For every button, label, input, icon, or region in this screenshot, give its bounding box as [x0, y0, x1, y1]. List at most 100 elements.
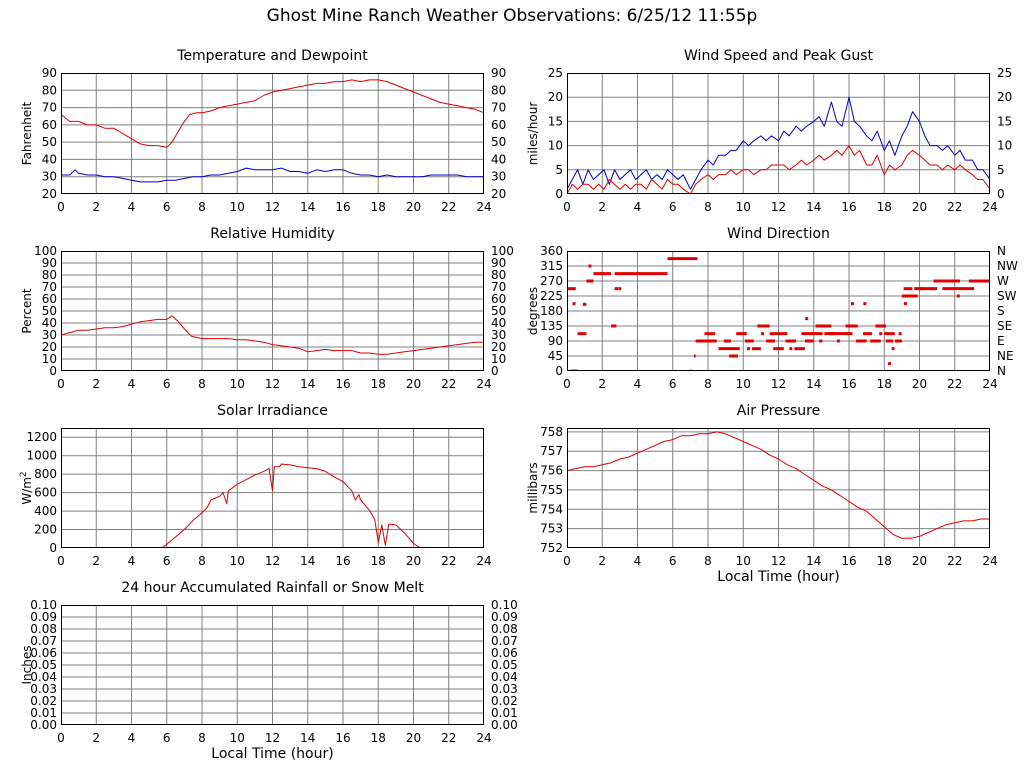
- y-right-tick-label: NW: [997, 259, 1018, 273]
- x-tick-label: 6: [669, 377, 677, 391]
- x-tick-label: 16: [841, 554, 856, 568]
- chart-plot-area: [61, 463, 484, 548]
- y-right-tick-label: 90: [491, 66, 506, 80]
- x-tick-label: 18: [371, 731, 386, 745]
- y-right-tick-label: 20: [491, 187, 506, 201]
- y-tick-label: 80: [42, 83, 57, 97]
- y-axis-label: W/m2: [19, 471, 34, 504]
- direction-point: [699, 339, 703, 343]
- y-tick-label: 1000: [26, 449, 57, 463]
- y-tick-label: 50: [42, 304, 57, 318]
- x-tick-label: 20: [912, 200, 927, 214]
- x-tick-label: 0: [57, 731, 65, 745]
- x-tick-label: 20: [406, 731, 421, 745]
- x-tick-label: 0: [57, 377, 65, 391]
- y-tick-label: 90: [42, 66, 57, 80]
- y-tick-label: 60: [42, 292, 57, 306]
- y-tick-label: 360: [540, 244, 563, 258]
- x-tick-label: 8: [704, 554, 712, 568]
- y-tick-label: 70: [42, 280, 57, 294]
- y-axis-label: miles/hour: [526, 102, 540, 166]
- y-tick-label: 0.02: [30, 694, 57, 708]
- x-tick-label: 22: [441, 200, 456, 214]
- direction-point: [903, 302, 907, 306]
- direction-point: [851, 302, 855, 306]
- direction-point: [819, 339, 823, 343]
- y-tick-label: 10: [42, 352, 57, 366]
- y-tick-label: 0: [49, 541, 57, 555]
- y-tick-label: 135: [540, 319, 563, 333]
- x-tick-label: 2: [92, 377, 100, 391]
- x-tick-label: 4: [128, 554, 136, 568]
- y-tick-label: 0.04: [30, 670, 57, 684]
- y-tick-label: 15: [548, 114, 563, 128]
- x-tick-label: 4: [634, 200, 642, 214]
- y-tick-label: 80: [42, 268, 57, 282]
- x-tick-label: 22: [947, 200, 962, 214]
- direction-point: [836, 339, 840, 343]
- y-right-tick-label: 0: [997, 187, 1005, 201]
- chart-plot-area: [567, 431, 990, 539]
- y-right-tick-label: S: [997, 304, 1005, 318]
- y-tick-label: 180: [540, 304, 563, 318]
- x-axis-label: Local Time (hour): [211, 746, 333, 762]
- plot-frame: [61, 73, 484, 194]
- x-tick-label: 4: [128, 731, 136, 745]
- y-tick-label: 10: [548, 139, 563, 153]
- series-line: [567, 96, 990, 190]
- y-tick-label: 1200: [26, 430, 57, 444]
- x-axis-label: Local Time (hour): [717, 569, 839, 585]
- y-axis-label: Inches: [20, 646, 34, 685]
- x-tick-label: 14: [300, 554, 315, 568]
- x-tick-label: 14: [300, 731, 315, 745]
- x-tick-label: 8: [198, 200, 206, 214]
- y-right-tick-label: 5: [997, 163, 1005, 177]
- y-tick-label: 270: [540, 274, 563, 288]
- x-tick-label: 18: [371, 200, 386, 214]
- x-tick-label: 0: [57, 200, 65, 214]
- direction-point: [879, 332, 883, 336]
- x-tick-label: 18: [877, 200, 892, 214]
- y-tick-label: 755: [540, 483, 563, 497]
- y-right-tick-label: 30: [491, 328, 506, 342]
- series-line: [61, 315, 484, 355]
- x-tick-label: 24: [476, 731, 491, 745]
- x-tick-label: 16: [841, 377, 856, 391]
- x-tick-label: 0: [563, 200, 571, 214]
- direction-point: [600, 272, 604, 276]
- x-tick-label: 2: [92, 554, 100, 568]
- x-tick-label: 16: [335, 731, 350, 745]
- y-axis-label: degrees: [526, 287, 540, 335]
- y-right-tick-label: 10: [997, 139, 1012, 153]
- series-line: [567, 145, 990, 194]
- series-line: [61, 79, 484, 148]
- x-tick-label: 14: [300, 377, 315, 391]
- x-tick-label: 18: [877, 554, 892, 568]
- x-tick-label: 14: [300, 200, 315, 214]
- x-tick-label: 10: [736, 554, 751, 568]
- direction-point: [618, 287, 622, 291]
- y-right-tick-label: 100: [491, 244, 514, 258]
- x-tick-label: 8: [704, 377, 712, 391]
- y-tick-label: 30: [42, 328, 57, 342]
- chart-title: Wind Direction: [727, 226, 830, 242]
- x-tick-label: 6: [669, 200, 677, 214]
- y-tick-label: 40: [42, 316, 57, 330]
- x-tick-label: 6: [163, 377, 171, 391]
- chart-plot-area: [567, 96, 990, 194]
- x-tick-label: 2: [92, 731, 100, 745]
- chart-plot-area: [61, 315, 484, 355]
- x-tick-label: 8: [198, 377, 206, 391]
- y-tick-label: 0.05: [30, 658, 57, 672]
- y-tick-label: 20: [42, 340, 57, 354]
- chart-rainfall: 24 hour Accumulated Rainfall or Snow Mel…: [20, 580, 518, 762]
- y-right-tick-label: 90: [491, 256, 506, 270]
- y-tick-label: 0.07: [30, 634, 57, 648]
- x-tick-label: 10: [230, 200, 245, 214]
- x-tick-label: 4: [128, 377, 136, 391]
- y-tick-label: 70: [42, 101, 57, 115]
- chart-title: Air Pressure: [737, 403, 820, 419]
- y-right-tick-label: 0.00: [491, 718, 518, 732]
